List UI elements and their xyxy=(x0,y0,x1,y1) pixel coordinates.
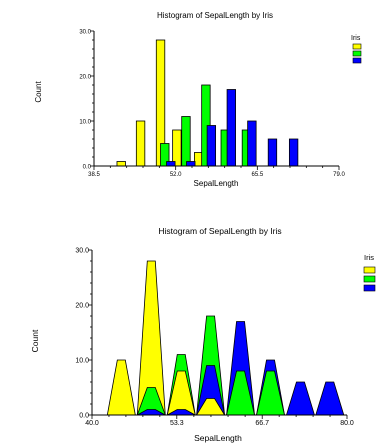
histogram-area xyxy=(137,409,166,416)
axes: 0.0 10.0 20.0 30.0 40.0 53.3 66.7 80.0 xyxy=(75,248,354,428)
x-tick-label: 66.7 xyxy=(255,420,269,427)
histogram-area xyxy=(255,370,286,416)
histogram-area xyxy=(166,370,196,416)
histogram-area xyxy=(196,315,226,416)
y-tick-label: 20.0 xyxy=(79,75,91,81)
histogram-area xyxy=(226,321,255,416)
legend-swatch xyxy=(352,57,362,64)
x-tick-label: 53.3 xyxy=(170,420,184,427)
legend-swatch xyxy=(352,43,362,50)
x-axis-label: SepalLength xyxy=(194,179,239,188)
axes: 0.0 10.0 20.0 30.0 38.5 52.0 65.5 79.0 xyxy=(79,30,345,179)
legend: Iris xyxy=(363,253,376,292)
legend-swatch xyxy=(352,50,362,57)
histogram-bar xyxy=(288,138,299,167)
histogram-bar xyxy=(247,120,257,167)
histogram-area xyxy=(136,387,166,416)
y-tick-label: 0.0 xyxy=(79,413,89,420)
chart-title: Histogram of SepalLength by Iris xyxy=(157,11,273,20)
histogram-bar xyxy=(267,138,278,167)
histogram-area xyxy=(167,409,196,416)
y-tick-label: 10.0 xyxy=(79,120,91,126)
histogram-bar xyxy=(166,161,176,167)
bars xyxy=(116,39,299,167)
legend-title: Iris xyxy=(364,253,374,262)
y-tick-label: 10.0 xyxy=(75,358,89,365)
x-tick-label: 38.5 xyxy=(88,172,100,178)
histogram-area xyxy=(106,359,136,416)
histogram-area xyxy=(315,381,345,416)
y-axis-label: Count xyxy=(34,81,43,103)
histogram-bar xyxy=(181,116,191,167)
y-tick-label: 30.0 xyxy=(79,30,91,36)
y-axis-label: Count xyxy=(30,329,40,352)
y-tick-label: 30.0 xyxy=(75,248,89,255)
histogram-chart-top: Histogram of SepalLength by Iris Count S… xyxy=(34,11,362,188)
histogram-bar xyxy=(116,161,126,167)
x-axis-label: SepalLength xyxy=(194,433,242,443)
legend: Iris xyxy=(351,35,362,64)
x-tick-label: 65.5 xyxy=(251,172,263,178)
legend-swatch xyxy=(363,275,376,283)
legend-swatch xyxy=(363,284,376,292)
areas xyxy=(106,260,345,416)
histogram-area xyxy=(166,354,196,416)
histogram-bar xyxy=(186,161,196,167)
histogram-area xyxy=(285,381,316,416)
histogram-bar xyxy=(226,89,236,167)
y-tick-label: 0.0 xyxy=(83,165,92,171)
histogram-area xyxy=(226,370,256,416)
legend-title: Iris xyxy=(351,35,361,42)
chart-title: Histogram of SepalLength by Iris xyxy=(158,226,281,236)
legend-swatch xyxy=(363,266,376,274)
histogram-bar xyxy=(135,120,146,167)
histogram-bar xyxy=(172,129,182,167)
x-tick-label: 52.0 xyxy=(170,172,182,178)
histogram-area xyxy=(136,260,166,416)
x-tick-label: 80.0 xyxy=(340,420,354,427)
histogram-area xyxy=(196,365,226,416)
x-tick-label: 79.0 xyxy=(333,172,345,178)
histogram-bar xyxy=(206,125,217,167)
y-tick-label: 20.0 xyxy=(75,303,89,310)
histogram-area xyxy=(195,398,226,416)
histogram-area xyxy=(256,359,285,416)
x-tick-label: 40.0 xyxy=(85,420,99,427)
